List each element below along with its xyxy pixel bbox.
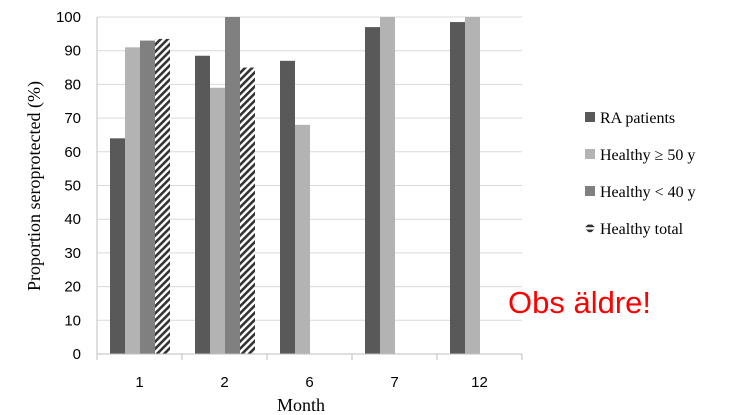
x-tick-label: 6 <box>305 374 313 391</box>
y-tick-label: 90 <box>64 43 81 60</box>
legend: RA patients Healthy ≥ 50 y Healthy < 40 y H… <box>584 110 696 238</box>
x-tick-label: 7 <box>390 374 398 391</box>
bar-healthy-ge-50 <box>210 87 225 355</box>
bar-ra-patients <box>365 27 380 355</box>
y-tick-label: 100 <box>56 9 81 26</box>
bar-healthy-ge-50 <box>465 17 480 354</box>
bar-ra-patients <box>450 22 465 355</box>
bar-healthy-lt-40 <box>140 40 155 355</box>
x-tick-label: 1 <box>135 374 143 391</box>
legend-label-healthy-total: Healthy total <box>600 221 684 238</box>
bars <box>110 17 480 355</box>
y-tick-label: 10 <box>64 312 81 329</box>
y-tick-label: 30 <box>64 245 81 262</box>
bar-ra-patients <box>195 55 210 354</box>
bar-ra-patients <box>110 138 125 354</box>
legend-swatch-healthy-total <box>584 222 596 234</box>
y-tick-label: 20 <box>64 279 81 296</box>
y-tick-label: 50 <box>64 178 81 195</box>
bar-ra-patients <box>280 60 295 355</box>
bar-healthy-ge-50 <box>295 124 310 354</box>
legend-swatch-healthy-ge-50 <box>585 149 595 159</box>
legend-label-healthy-lt-40: Healthy < 40 y <box>600 184 696 201</box>
legend-label-healthy-ge-50: Healthy ≥ 50 y <box>600 147 695 164</box>
x-tick-label: 12 <box>471 374 488 391</box>
bar-healthy-lt-40 <box>225 17 240 354</box>
bar-healthy-ge-50 <box>380 17 395 354</box>
y-tick-label: 40 <box>64 211 81 228</box>
bar-healthy-total <box>240 67 255 355</box>
axes <box>96 17 523 360</box>
annotation-text: Obs äldre! <box>508 285 651 320</box>
y-axis-title: Proportion seroprotected (%) <box>24 81 45 291</box>
y-tick-label: 0 <box>73 346 81 363</box>
y-tick-label: 60 <box>64 144 81 161</box>
bar-healthy-ge-50 <box>125 47 140 355</box>
legend-label-ra-patients: RA patients <box>600 110 675 127</box>
x-axis-title: Month <box>277 395 325 415</box>
y-tick-labels: 0 10 20 30 40 50 60 70 80 90 100 <box>56 9 81 363</box>
x-tick-label: 2 <box>220 374 228 391</box>
legend-swatch-ra-patients <box>585 112 595 122</box>
legend-swatch-healthy-lt-40 <box>585 186 595 196</box>
x-tick-labels: 1 2 6 7 12 <box>135 374 488 391</box>
y-tick-label: 70 <box>64 110 81 127</box>
y-tick-label: 80 <box>64 76 81 93</box>
bar-healthy-total <box>155 38 170 354</box>
